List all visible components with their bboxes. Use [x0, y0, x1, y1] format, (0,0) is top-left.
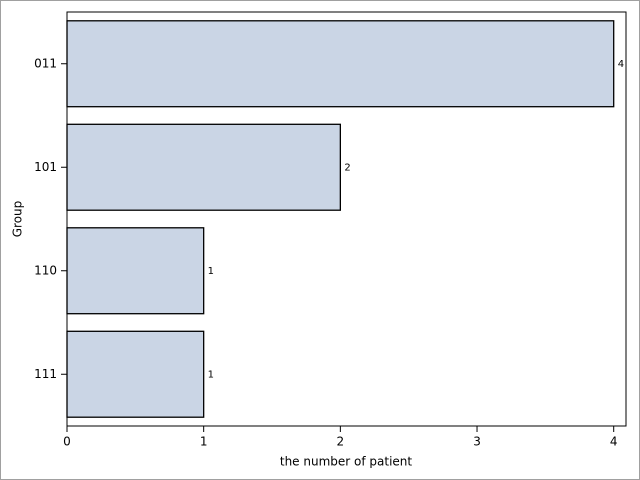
y-tick-label: 111	[34, 367, 57, 381]
x-tick-label: 2	[337, 435, 345, 449]
value-label: 1	[208, 266, 214, 277]
bar	[66, 330, 205, 418]
bar	[66, 227, 205, 315]
bar	[66, 123, 341, 211]
y-tick-label: 110	[34, 263, 57, 277]
x-axis-label: the number of patient	[280, 455, 413, 469]
x-tick-label: 1	[200, 435, 208, 449]
y-tick-label: 101	[34, 160, 57, 174]
value-label: 4	[618, 59, 624, 70]
x-tick-label: 0	[63, 435, 71, 449]
x-tick-label: 3	[473, 435, 481, 449]
y-tick-label: 011	[34, 56, 57, 70]
value-label: 1	[208, 369, 214, 380]
value-label: 2	[344, 162, 350, 173]
plot-frame	[66, 11, 627, 427]
y-axis-label: Group	[11, 201, 25, 238]
bar	[66, 20, 615, 108]
x-tick-label: 4	[610, 435, 618, 449]
